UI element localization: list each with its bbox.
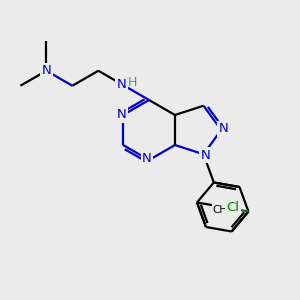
Text: N: N [142,152,152,166]
Text: N: N [41,64,51,77]
Text: Cl: Cl [226,201,239,214]
Text: N: N [117,109,127,122]
Text: N: N [116,78,126,91]
Text: H: H [128,76,137,89]
Text: N: N [218,122,228,136]
Text: N: N [201,149,210,162]
Text: CH₃: CH₃ [212,205,232,215]
